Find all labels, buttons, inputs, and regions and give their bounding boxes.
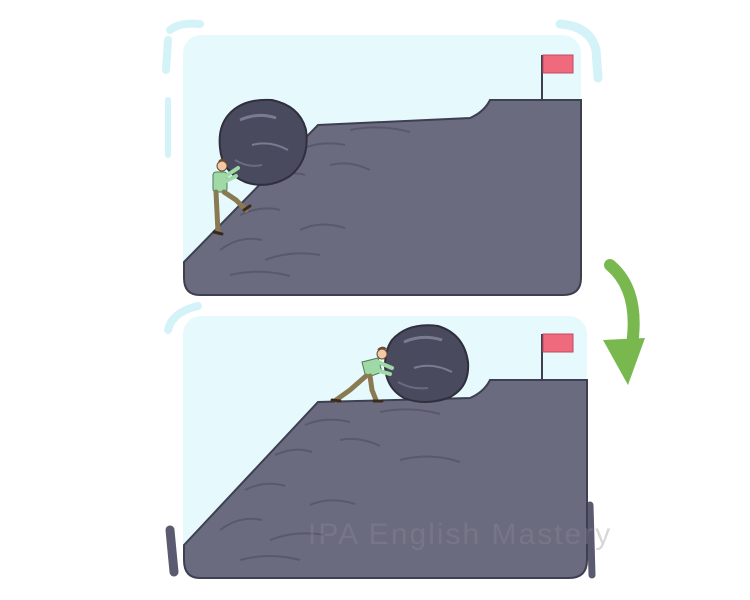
- boulder-icon: [383, 324, 470, 403]
- flag-icon: [541, 333, 574, 380]
- hill: [183, 379, 588, 579]
- brush-stroke: [166, 19, 204, 34]
- arrow-down-icon: [603, 259, 645, 385]
- person-icon: [212, 158, 252, 236]
- watermark-text: IPA English Mastery: [308, 518, 613, 551]
- brush-stroke: [165, 525, 179, 577]
- rock-texture: [219, 126, 411, 277]
- brush-stroke: [164, 302, 202, 334]
- brush-stroke: [586, 501, 596, 579]
- rock-texture: [219, 408, 461, 561]
- brush-stroke: [555, 19, 603, 83]
- flag-icon: [541, 54, 574, 100]
- hill: [183, 99, 582, 296]
- person-icon: [330, 346, 394, 403]
- top-panel: [162, 19, 603, 296]
- brush-stroke: [162, 36, 172, 74]
- bottom-panel: [164, 302, 596, 579]
- boulder-icon: [218, 98, 308, 186]
